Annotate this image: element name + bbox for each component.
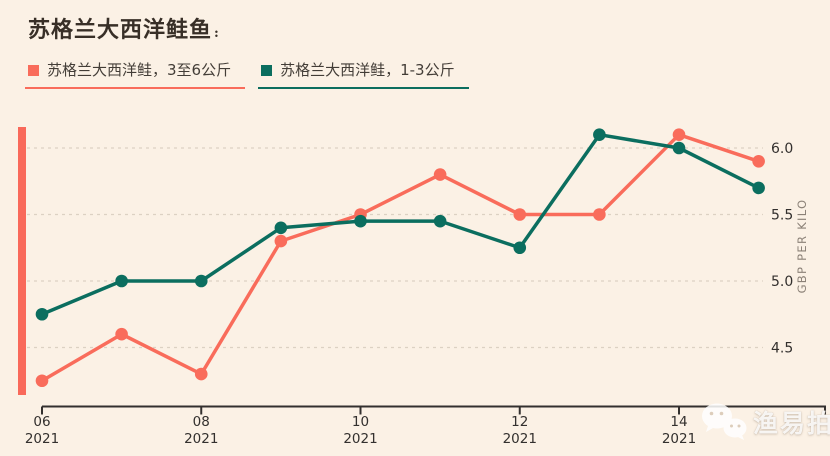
svg-text:10: 10 — [352, 414, 369, 430]
page-title: 苏格兰大西洋鲑鱼: — [28, 12, 220, 44]
svg-text:GBP PER KILO: GBP PER KILO — [795, 199, 809, 294]
legend-swatch-icon — [28, 65, 39, 76]
svg-text:5.0: 5.0 — [771, 274, 793, 290]
svg-text:06: 06 — [33, 414, 50, 430]
svg-text:2021: 2021 — [662, 431, 696, 447]
watermark-text: 渔易拍 — [753, 409, 830, 438]
svg-text:2021: 2021 — [25, 431, 59, 447]
svg-text:14: 14 — [670, 414, 687, 430]
svg-text:6.0: 6.0 — [771, 141, 793, 157]
accent-bar — [18, 127, 26, 395]
chart-legend: 苏格兰大西洋鲑，3至6公斤 苏格兰大西洋鲑，1-3公斤 — [25, 61, 469, 89]
watermark: 渔易拍 — [699, 401, 830, 443]
svg-text:12: 12 — [511, 414, 528, 430]
legend-item-3-6kg: 苏格兰大西洋鲑，3至6公斤 — [25, 61, 246, 89]
svg-text:5.5: 5.5 — [771, 208, 793, 224]
legend-label: 苏格兰大西洋鲑，3至6公斤 — [47, 61, 232, 79]
legend-swatch-icon — [261, 65, 273, 76]
legend-label: 苏格兰大西洋鲑，1-3公斤 — [280, 61, 455, 79]
svg-text:2021: 2021 — [343, 431, 377, 447]
svg-text:08: 08 — [193, 414, 210, 430]
svg-text:2021: 2021 — [184, 431, 218, 447]
page-title-text: 苏格兰大西洋鲑鱼 — [28, 17, 213, 43]
svg-text:4.5: 4.5 — [771, 341, 793, 357]
page-title-suffix: : — [214, 26, 220, 41]
svg-text:2021: 2021 — [503, 431, 537, 447]
legend-item-1-3kg: 苏格兰大西洋鲑，1-3公斤 — [258, 61, 469, 89]
wechat-icon — [702, 403, 747, 440]
